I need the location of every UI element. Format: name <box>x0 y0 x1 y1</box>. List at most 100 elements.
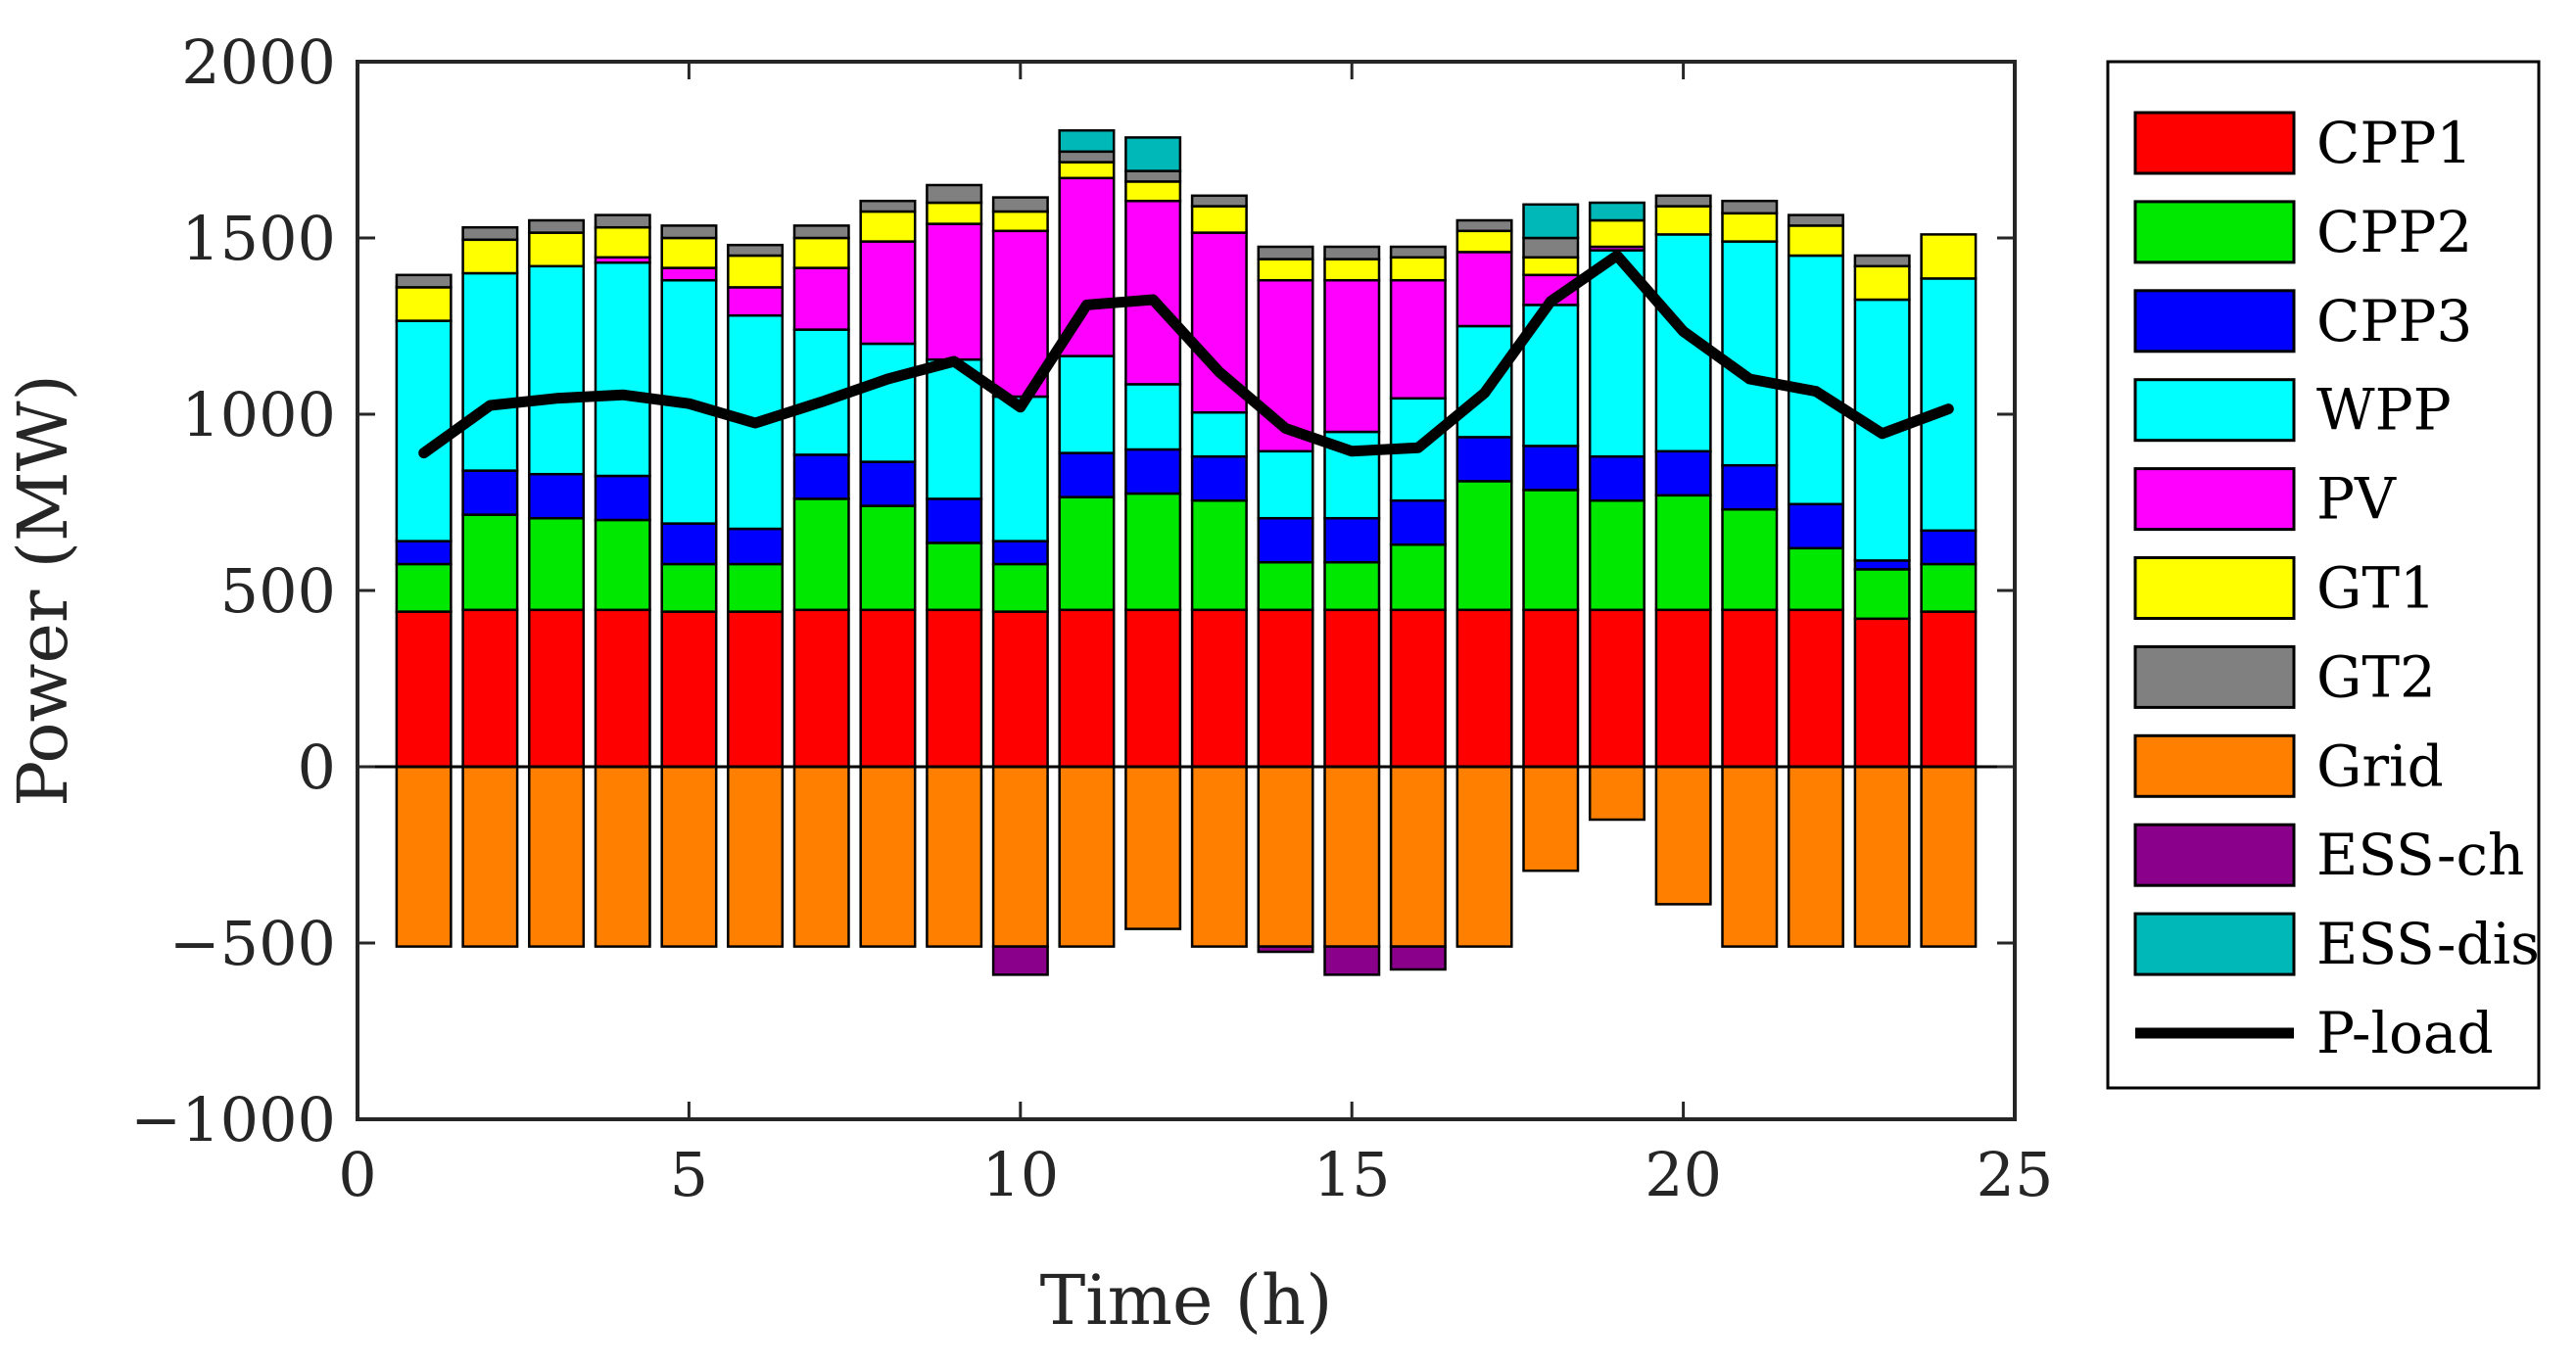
bar-ess-dis-h11 <box>1058 128 1116 154</box>
bar-pv-h15 <box>1323 278 1381 434</box>
bar-pv-h17 <box>1455 251 1513 328</box>
x-tick-label-20: 20 <box>1645 1139 1722 1210</box>
bar-pv-h10 <box>991 229 1049 399</box>
bar-grid-h1 <box>395 765 453 948</box>
legend-label-pv: PV <box>2316 466 2397 533</box>
bar-cpp3-h9 <box>926 497 983 544</box>
bar-grid-h22 <box>1787 765 1844 948</box>
y-tick-label-0: −1000 <box>130 1084 336 1156</box>
legend-swatch-cpp2 <box>2133 200 2296 264</box>
bar-gt2-h9 <box>926 183 983 205</box>
bar-grid-h8 <box>859 765 917 948</box>
bar-cpp3-h22 <box>1787 502 1844 550</box>
bar-cpp1-h20 <box>1654 608 1712 769</box>
bar-gt1-h23 <box>1853 264 1911 302</box>
bar-grid-h13 <box>1190 765 1248 948</box>
p-load-polyline <box>418 250 1954 459</box>
bar-cpp2-h19 <box>1588 498 1646 612</box>
bar-cpp2-h13 <box>1190 498 1248 612</box>
bar-wpp-h14 <box>1257 449 1314 520</box>
bar-cpp2-h3 <box>528 516 586 612</box>
bar-pv-h7 <box>792 266 850 331</box>
bar-grid-h11 <box>1058 765 1116 948</box>
bar-gt1-h9 <box>926 201 983 225</box>
bar-cpp3-h21 <box>1721 463 1779 511</box>
bar-grid-h2 <box>461 765 519 948</box>
bar-wpp-h4 <box>594 260 651 478</box>
bar-cpp3-h19 <box>1588 454 1646 502</box>
bar-pv-h6 <box>727 286 785 317</box>
legend-swatch-wpp <box>2133 378 2296 443</box>
bar-gt2-h18 <box>1522 236 1580 259</box>
bar-gt2-h16 <box>1389 245 1447 259</box>
bar-cpp2-h12 <box>1124 492 1182 612</box>
bar-ess-ch-h15 <box>1323 945 1381 976</box>
legend-label-p-load: P-load <box>2316 1000 2494 1066</box>
bar-gt1-h6 <box>727 254 785 289</box>
bar-grid-h7 <box>792 765 850 948</box>
bar-cpp2-h18 <box>1522 489 1580 612</box>
bar-cpp1-h19 <box>1588 608 1646 769</box>
bar-cpp2-h24 <box>1920 562 1978 613</box>
bars <box>395 128 1978 976</box>
bar-gt1-h17 <box>1455 229 1513 254</box>
bar-cpp1-h3 <box>528 608 586 769</box>
legend-label-ess-dis: ESS-dis <box>2316 911 2540 977</box>
bar-cpp2-h23 <box>1853 568 1911 621</box>
bar-gt2-h1 <box>395 273 453 289</box>
bar-gt1-h3 <box>528 231 586 268</box>
bar-cpp1-h7 <box>792 608 850 769</box>
bar-grid-h12 <box>1124 765 1182 930</box>
bar-grid-h3 <box>528 765 586 948</box>
y-tick-label-6: 2000 <box>181 26 336 98</box>
x-tick-label-0: 0 <box>338 1139 376 1210</box>
bar-grid-h5 <box>660 765 718 948</box>
y-tick-label-1: −500 <box>169 908 336 979</box>
bar-cpp3-h24 <box>1920 529 1978 566</box>
legend-label-gt2: GT2 <box>2316 643 2436 710</box>
bar-cpp3-h13 <box>1190 454 1248 502</box>
ticks <box>356 60 2017 1121</box>
bar-gt1-h5 <box>660 236 718 269</box>
bar-grid-h15 <box>1323 765 1381 948</box>
bar-ess-dis-h19 <box>1588 201 1646 222</box>
bar-cpp1-h16 <box>1389 608 1447 769</box>
bar-grid-h17 <box>1455 765 1513 948</box>
bar-cpp2-h20 <box>1654 494 1712 612</box>
bar-cpp2-h6 <box>727 562 785 613</box>
bar-wpp-h17 <box>1455 324 1513 439</box>
bar-gt1-h10 <box>991 210 1049 233</box>
bar-cpp3-h17 <box>1455 436 1513 483</box>
bar-ess-ch-h16 <box>1389 945 1447 971</box>
bar-gt2-h6 <box>727 243 785 258</box>
x-axis-title: Time (h) <box>1040 1260 1333 1341</box>
bar-cpp2-h14 <box>1257 560 1314 612</box>
legend-swatch-gt2 <box>2133 644 2296 709</box>
bar-gt2-h14 <box>1257 245 1314 260</box>
bar-cpp1-h12 <box>1124 608 1182 769</box>
bar-gt1-h7 <box>792 236 850 269</box>
bar-gt2-h5 <box>660 224 718 240</box>
y-tick-label-3: 500 <box>220 555 336 627</box>
x-tick-label-10: 10 <box>981 1139 1059 1210</box>
bar-grid-h4 <box>594 765 651 948</box>
legend-swatch-cpp1 <box>2133 111 2296 175</box>
legend-swatch-ess-dis <box>2133 912 2296 976</box>
bar-grid-h14 <box>1257 765 1314 948</box>
legend-label-wpp: WPP <box>2316 377 2452 444</box>
bar-ess-ch-h14 <box>1257 945 1314 954</box>
bar-cpp3-h3 <box>528 472 586 520</box>
bar-gt2-h22 <box>1787 213 1844 227</box>
bar-cpp1-h2 <box>461 608 519 769</box>
bar-gt2-h21 <box>1721 199 1779 215</box>
bar-gt2-h15 <box>1323 245 1381 260</box>
bar-cpp1-h10 <box>991 610 1049 769</box>
bar-wpp-h10 <box>991 395 1049 542</box>
bar-gt1-h19 <box>1588 218 1646 249</box>
legend-label-cpp1: CPP1 <box>2316 110 2472 176</box>
bar-cpp2-h2 <box>461 513 519 612</box>
bar-gt2-h20 <box>1654 194 1712 208</box>
bar-cpp3-h5 <box>660 522 718 566</box>
bar-cpp3-h20 <box>1654 449 1712 497</box>
y-tick-label-5: 1500 <box>181 203 336 274</box>
